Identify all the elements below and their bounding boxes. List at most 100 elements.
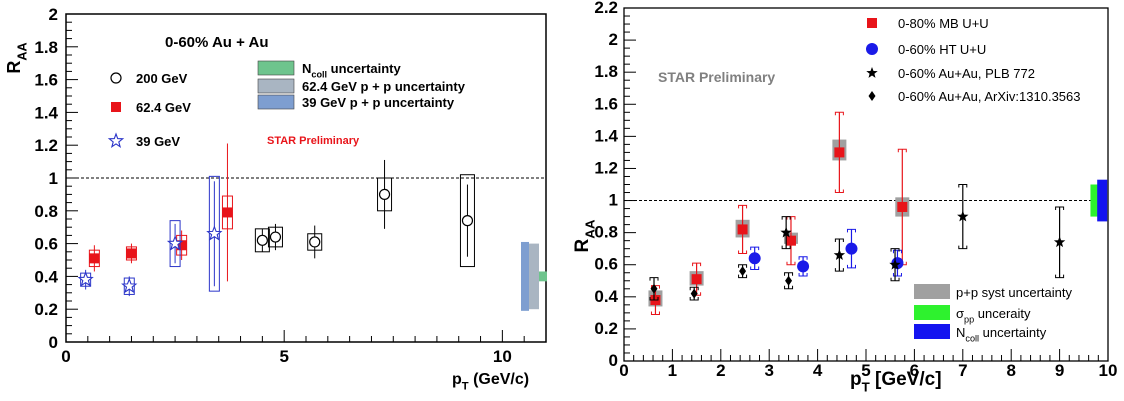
y-tick-label: 0.8: [34, 202, 58, 221]
y-tick-label: 2: [49, 5, 58, 24]
error-cap: [798, 272, 808, 277]
error-cap: [650, 285, 660, 289]
x-tick-label: 1: [668, 361, 677, 380]
error-cap: [650, 311, 660, 315]
legend-marker: [867, 18, 877, 28]
x-tick-label: 7: [958, 361, 967, 380]
y-tick-label: 2.2: [594, 0, 618, 17]
data-point: [166, 235, 184, 251]
error-cap: [786, 261, 796, 266]
error-cap: [689, 297, 699, 301]
legend-label: p+p syst uncertainty: [956, 285, 1072, 300]
y-tick-label: 1.6: [34, 71, 58, 90]
legend-band-swatch: [914, 324, 950, 339]
data-point: [780, 226, 792, 238]
data-point: [737, 224, 748, 235]
error-cap: [846, 228, 856, 233]
data-point: [957, 210, 969, 222]
y-tick-label: 2: [609, 30, 618, 49]
legend-band-swatch: [257, 60, 295, 76]
y-axis-title: RAA: [572, 219, 598, 252]
error-cap: [784, 285, 794, 290]
legend-band-swatch: [257, 78, 295, 94]
legend-marker: [111, 102, 121, 112]
x-tick-label: 10: [1099, 361, 1118, 380]
error-cap: [958, 245, 968, 250]
syst-box: [169, 220, 181, 268]
y-tick-label: 1.4: [34, 103, 58, 122]
data-point: [126, 248, 137, 259]
error-cap: [738, 274, 748, 279]
data-point: [833, 249, 846, 260]
error-cap: [692, 262, 702, 267]
error-cap: [890, 277, 900, 282]
y-tick-label: 0.6: [594, 255, 618, 274]
x-tick-label: 5: [861, 361, 870, 380]
data-point: [650, 283, 658, 294]
error-cap: [892, 249, 902, 254]
syst-box: [459, 174, 475, 268]
y-tick-label: 1.6: [594, 94, 618, 113]
legend-label: 39 GeV p + p uncertainty: [302, 95, 455, 110]
error-cap: [798, 256, 808, 260]
legend-marker: [866, 67, 878, 78]
uncertainty-band: [1090, 184, 1099, 217]
data-point: [797, 260, 810, 273]
y-tick-label: 0.6: [34, 235, 58, 254]
y-tick-label: 1: [49, 169, 58, 188]
data-point: [690, 288, 698, 299]
y-tick-label: 0: [609, 351, 618, 370]
syst-box: [208, 175, 220, 292]
error-cap: [786, 216, 796, 220]
legend-label: 0-60% HT U+U: [898, 42, 986, 57]
y-tick-label: 0.4: [34, 267, 58, 286]
y-tick-label: 1.2: [34, 136, 58, 155]
data-point: [785, 275, 793, 286]
legend-marker: [110, 72, 122, 84]
error-cap: [738, 204, 748, 209]
plot-frame: [623, 7, 1109, 362]
error-cap: [1055, 274, 1065, 279]
data-point: [309, 236, 321, 248]
x-tick-label: 0: [61, 347, 70, 366]
data-point: [89, 253, 100, 264]
legend-label: 0-60% Au+Au, ArXiv:1310.3563: [898, 89, 1081, 104]
star-preliminary-label: STAR Preliminary: [267, 135, 360, 147]
data-point: [378, 188, 391, 200]
legend-label: 62.4 GeV: [136, 100, 191, 115]
error-cap: [781, 245, 791, 250]
x-tick-label: 10: [493, 347, 512, 366]
error-cap: [784, 272, 794, 276]
x-tick-label: 8: [1006, 361, 1015, 380]
y-tick-label: 0: [49, 333, 58, 352]
x-axis-title: pT [GeV/c]: [850, 369, 942, 395]
x-tick-label: 5: [279, 347, 288, 366]
error-cap: [834, 268, 844, 272]
data-point: [845, 242, 858, 255]
error-cap: [750, 246, 760, 251]
uncertainty-band: [539, 271, 547, 282]
data-point: [834, 147, 845, 158]
uncertainty-band: [521, 241, 529, 311]
legend-label: 0-60% Au+Au, PLB 772: [898, 66, 1035, 81]
y-tick-label: 0.2: [594, 319, 618, 338]
legend-marker: [107, 132, 125, 148]
data-point: [461, 215, 474, 227]
legend-band-swatch: [914, 284, 950, 299]
legend-marker: [868, 91, 876, 101]
legend-label: Ncoll uncertainty: [302, 61, 402, 80]
error-cap: [649, 277, 659, 281]
legend-label: σpp unceraity: [956, 306, 1031, 325]
data-point: [1053, 236, 1066, 248]
data-point: [206, 225, 223, 241]
y-tick-label: 1.8: [594, 62, 618, 81]
error-cap: [738, 250, 748, 254]
y-tick-label: 1.4: [594, 126, 618, 145]
data-point: [256, 234, 268, 246]
y-tick-label: 1.8: [34, 38, 58, 57]
error-cap: [890, 248, 900, 252]
right-chart: 0 0.2 0.4 0.6 0.8 1 1.2 1.4 1.6 1.8 2 2.2 0 1 2 3 4 5 6 7 8 9…: [572, 0, 1118, 395]
error-cap: [834, 238, 844, 243]
data-point: [121, 277, 138, 294]
data-point: [176, 240, 187, 251]
